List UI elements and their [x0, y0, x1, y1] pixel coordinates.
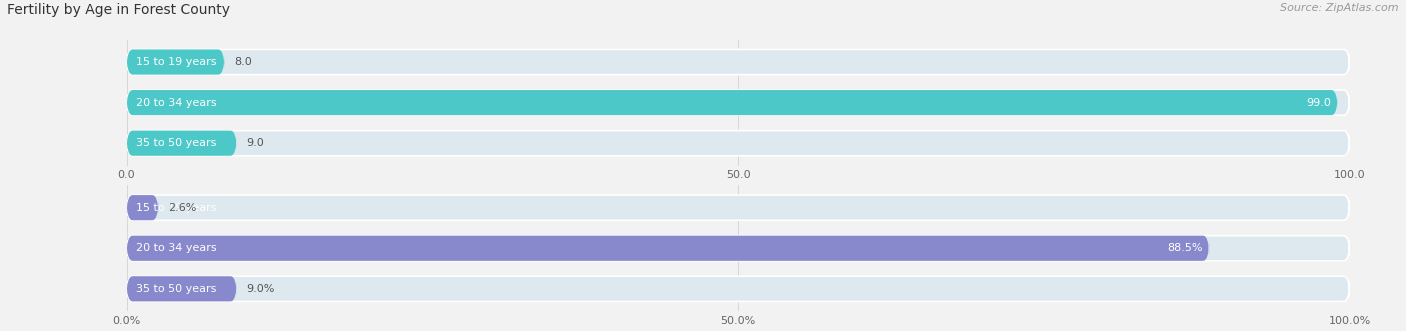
Text: 15 to 19 years: 15 to 19 years: [136, 203, 217, 213]
Text: 20 to 34 years: 20 to 34 years: [136, 243, 217, 253]
Text: 20 to 34 years: 20 to 34 years: [136, 98, 217, 108]
FancyBboxPatch shape: [127, 49, 225, 74]
Text: 9.0: 9.0: [246, 138, 264, 148]
FancyBboxPatch shape: [127, 90, 1350, 115]
FancyBboxPatch shape: [127, 195, 1350, 220]
Text: 35 to 50 years: 35 to 50 years: [136, 284, 217, 294]
Text: 2.6%: 2.6%: [169, 203, 197, 213]
Text: 9.0%: 9.0%: [246, 284, 274, 294]
FancyBboxPatch shape: [127, 131, 236, 156]
Text: 35 to 50 years: 35 to 50 years: [136, 138, 217, 148]
FancyBboxPatch shape: [127, 49, 1350, 74]
Text: Source: ZipAtlas.com: Source: ZipAtlas.com: [1281, 3, 1399, 13]
FancyBboxPatch shape: [127, 236, 1209, 261]
Text: 8.0: 8.0: [235, 57, 252, 67]
FancyBboxPatch shape: [127, 276, 236, 302]
FancyBboxPatch shape: [127, 90, 1337, 115]
FancyBboxPatch shape: [127, 131, 1350, 156]
FancyBboxPatch shape: [127, 236, 1350, 261]
FancyBboxPatch shape: [127, 195, 159, 220]
Text: 88.5%: 88.5%: [1167, 243, 1204, 253]
FancyBboxPatch shape: [127, 276, 1350, 302]
Text: 15 to 19 years: 15 to 19 years: [136, 57, 217, 67]
Text: Fertility by Age in Forest County: Fertility by Age in Forest County: [7, 3, 231, 17]
Text: 99.0: 99.0: [1306, 98, 1331, 108]
